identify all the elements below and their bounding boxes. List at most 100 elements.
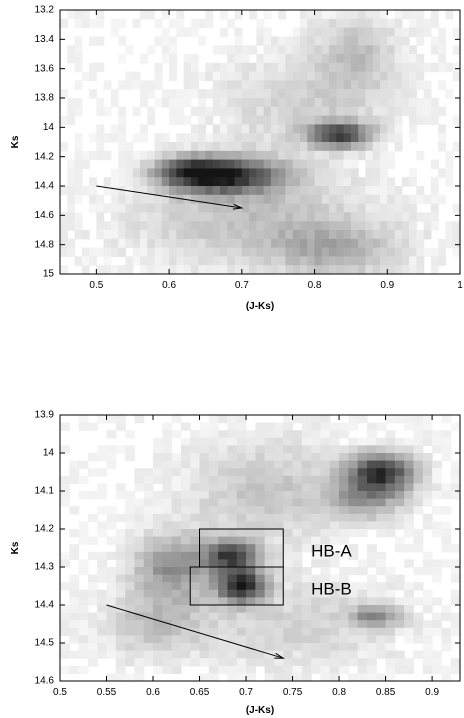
density-cell [401, 106, 410, 117]
density-cell [154, 159, 163, 169]
density-cell [401, 203, 410, 213]
density-cell [311, 483, 322, 492]
density-cell [387, 159, 396, 169]
density-cell [220, 115, 228, 125]
density-cell [153, 491, 163, 500]
density-cell [307, 150, 316, 161]
density-cell [270, 247, 279, 257]
density-cell [218, 589, 229, 598]
density-cell [278, 221, 287, 231]
density-cell [143, 589, 154, 598]
density-cell [69, 551, 80, 560]
density-cell [264, 673, 275, 681]
density-cell [450, 422, 460, 431]
density-cell [236, 430, 247, 439]
density-cell [143, 551, 154, 560]
density-cell [249, 221, 257, 231]
density-cell [154, 221, 163, 231]
density-cell [372, 212, 381, 222]
density-cell [264, 544, 275, 553]
density-cell [183, 247, 192, 257]
density-cell [307, 124, 316, 134]
density-cell [212, 168, 221, 178]
density-cell [78, 612, 89, 621]
density-cell [227, 106, 236, 117]
density-cell [372, 36, 381, 46]
density-cell [208, 597, 219, 606]
density-cell [343, 80, 352, 90]
density-cell [357, 521, 368, 530]
density-cell [404, 483, 415, 492]
density-cell [227, 665, 238, 674]
density-cell [394, 221, 403, 231]
density-cell [234, 54, 243, 64]
density-cell [358, 256, 367, 266]
density-cell [256, 62, 265, 73]
density-cell [106, 574, 117, 583]
density-cell [339, 605, 349, 614]
density-cell [423, 18, 432, 29]
density-cell [348, 483, 359, 492]
density-cell [227, 658, 238, 667]
density-cell [366, 445, 377, 454]
density-cell [134, 498, 145, 507]
density-cell [357, 475, 368, 484]
density-cell [394, 650, 405, 659]
density-cell [357, 665, 368, 674]
density-cell [74, 98, 83, 108]
density-cell [180, 567, 191, 576]
density-cell [422, 589, 433, 598]
density-cell [300, 133, 308, 143]
density-cell [273, 582, 284, 591]
density-cell [78, 643, 89, 652]
density-cell [343, 168, 352, 178]
density-cell [241, 238, 250, 249]
density-cell [380, 194, 388, 205]
density-cell [366, 559, 377, 568]
density-cell [183, 168, 192, 178]
density-cell [198, 221, 207, 231]
density-cell [220, 168, 228, 178]
density-cell [161, 150, 170, 161]
density-cell [423, 27, 432, 37]
density-cell [409, 247, 417, 257]
density-cell [441, 673, 452, 681]
density-cell [283, 529, 294, 538]
density-cell [246, 544, 256, 553]
density-cell [190, 437, 201, 446]
density-cell [329, 422, 340, 431]
density-cell [430, 62, 439, 73]
density-cell [74, 36, 83, 46]
density-cell [134, 415, 145, 424]
density-cell [409, 256, 417, 266]
density-cell [270, 71, 279, 81]
density-cell [256, 18, 265, 29]
density-cell [329, 612, 340, 621]
density-cell [278, 115, 287, 125]
density-cell [329, 582, 340, 591]
density-cell [183, 142, 192, 152]
density-cell [423, 80, 432, 90]
density-cell [236, 437, 247, 446]
density-cell [320, 551, 331, 560]
density-cell [218, 635, 229, 644]
density-cell [321, 89, 330, 99]
density-cell [376, 620, 387, 629]
density-cell [162, 506, 173, 515]
density-cell [199, 544, 210, 553]
density-cell [314, 256, 323, 266]
density-cell [106, 513, 117, 522]
density-cell [183, 62, 192, 73]
density-cell [74, 168, 83, 178]
density-cell [413, 437, 424, 446]
density-cell [329, 475, 340, 484]
density-cell [162, 627, 173, 636]
density-cell [234, 10, 243, 20]
density-cell [292, 513, 303, 522]
density-cell [147, 159, 156, 169]
density-cell [74, 18, 83, 29]
density-cell [358, 265, 367, 274]
density-cell [292, 106, 301, 117]
density-cell [380, 133, 388, 143]
density-cell [60, 643, 70, 652]
